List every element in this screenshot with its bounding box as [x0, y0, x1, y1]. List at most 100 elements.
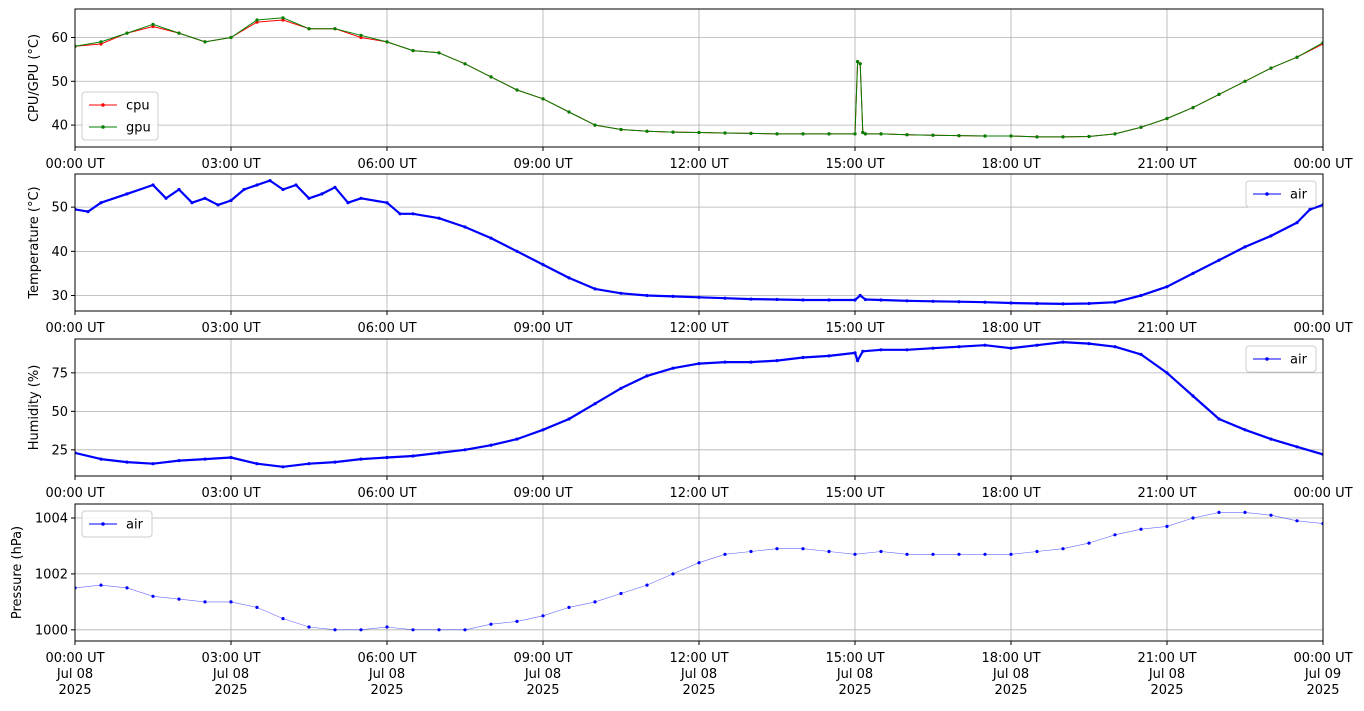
x-tick-label: 21:00 UT: [1137, 486, 1196, 501]
data-point-air: [177, 187, 181, 192]
data-point-air: [905, 552, 909, 556]
data-point-air: [645, 583, 649, 587]
data-point-gpu: [359, 33, 363, 37]
data-point-gpu: [1191, 106, 1195, 110]
data-point-air: [858, 293, 862, 298]
x-tick-label: 21:00 UT: [1137, 321, 1196, 336]
data-point-air: [359, 196, 363, 200]
data-point-air: [437, 216, 441, 220]
data-point-air: [1269, 234, 1273, 238]
legend-box: [81, 91, 159, 141]
x-tick-label: 18:00 UT: [981, 486, 1040, 501]
x-tick-label: Jul 08: [368, 667, 405, 682]
data-point-air: [905, 348, 909, 352]
x-tick-label: 03:00 UT: [201, 651, 260, 666]
data-point-air: [879, 298, 883, 302]
data-point-gpu: [463, 62, 467, 66]
x-tick-label: 2025: [370, 683, 403, 698]
data-point-gpu: [125, 31, 129, 35]
x-tick-label: 06:00 UT: [357, 486, 416, 501]
data-point-air: [268, 179, 272, 183]
data-point-air: [957, 345, 961, 349]
data-point-air: [619, 591, 623, 596]
data-point-air: [1139, 352, 1143, 356]
data-point-air: [333, 185, 337, 189]
data-point-air: [1061, 547, 1065, 551]
data-point-air: [255, 462, 259, 466]
x-tick-label: 06:00 UT: [357, 321, 416, 336]
data-point-air: [645, 293, 649, 298]
data-point-air: [125, 586, 129, 590]
data-point-gpu: [853, 132, 857, 136]
x-tick-label: 15:00 UT: [825, 321, 884, 336]
data-point-air: [359, 457, 363, 461]
data-point-air: [1217, 510, 1221, 514]
legend-marker-air: [101, 522, 105, 526]
data-point-air: [1139, 527, 1143, 531]
data-point-air: [1191, 271, 1195, 275]
data-point-air: [86, 210, 90, 214]
data-point-air: [216, 203, 220, 207]
y-tick-label: 75: [51, 366, 68, 381]
data-point-air: [99, 457, 103, 461]
data-point-air: [1217, 417, 1221, 421]
data-point-air: [541, 614, 545, 618]
data-point-gpu: [775, 132, 779, 136]
x-tick-label: 09:00 UT: [513, 651, 572, 666]
x-tick-label: 06:00 UT: [357, 157, 416, 172]
data-point-air: [151, 594, 155, 598]
data-point-air: [203, 600, 207, 604]
data-point-cpu: [359, 35, 363, 40]
data-point-air: [801, 298, 805, 302]
data-point-air: [983, 552, 987, 556]
data-point-air: [307, 462, 311, 466]
data-point-gpu: [177, 31, 181, 35]
data-point-gpu: [1061, 135, 1065, 139]
data-point-air: [1165, 285, 1169, 289]
data-point-gpu: [411, 49, 415, 53]
panel-temperature: 30 40 50 00:00 UT 03:00 UT 06:00 UT 09:00 UT 12…: [27, 173, 1353, 336]
data-point-air: [749, 360, 753, 364]
legend-label-cpu: cpu: [126, 99, 150, 114]
x-tick-label: 03:00 UT: [201, 157, 260, 172]
data-point-air: [1217, 258, 1221, 262]
y-tick-label: 30: [51, 289, 68, 304]
data-point-air: [619, 386, 623, 390]
data-point-gpu: [281, 16, 285, 20]
data-point-air: [931, 552, 935, 556]
data-point-air: [463, 448, 467, 452]
data-point-air: [861, 349, 865, 353]
data-point-air: [1139, 293, 1143, 298]
x-tick-label: 15:00 UT: [825, 486, 884, 501]
y-axis-label: Humidity (%): [27, 365, 42, 451]
y-axis-label: Temperature (°C): [27, 186, 42, 299]
y-tick-label: 1004: [35, 511, 68, 526]
x-tick-label: 12:00 UT: [669, 157, 728, 172]
data-point-air: [905, 299, 909, 303]
data-point-air: [801, 355, 805, 360]
data-point-air: [541, 263, 545, 267]
data-point-air: [1061, 302, 1065, 306]
data-point-air: [723, 296, 727, 300]
data-point-air: [125, 192, 129, 196]
data-point-air: [333, 460, 337, 464]
data-point-air: [229, 455, 233, 460]
data-point-air: [879, 348, 883, 352]
data-point-gpu: [567, 110, 571, 114]
data-point-air: [398, 212, 402, 216]
x-tick-label: 03:00 UT: [201, 486, 260, 501]
data-point-gpu: [255, 18, 259, 22]
data-point-gpu: [1087, 134, 1091, 139]
x-tick-label: Jul 08: [212, 667, 249, 682]
legend-marker-air: [1265, 192, 1269, 196]
data-point-gpu: [861, 130, 865, 135]
data-point-air: [294, 183, 298, 187]
data-point-gpu: [645, 129, 649, 133]
data-point-air: [177, 597, 181, 601]
legend-marker-gpu: [101, 125, 105, 129]
x-tick-label: 03:00 UT: [201, 321, 260, 336]
data-point-air: [593, 402, 597, 406]
panel-humidity: 25 50 75 00:00 UT 03:00 UT 06:00 UT 09:00 UT 12…: [27, 338, 1353, 501]
data-point-gpu: [1243, 79, 1247, 83]
data-point-gpu: [858, 62, 862, 66]
